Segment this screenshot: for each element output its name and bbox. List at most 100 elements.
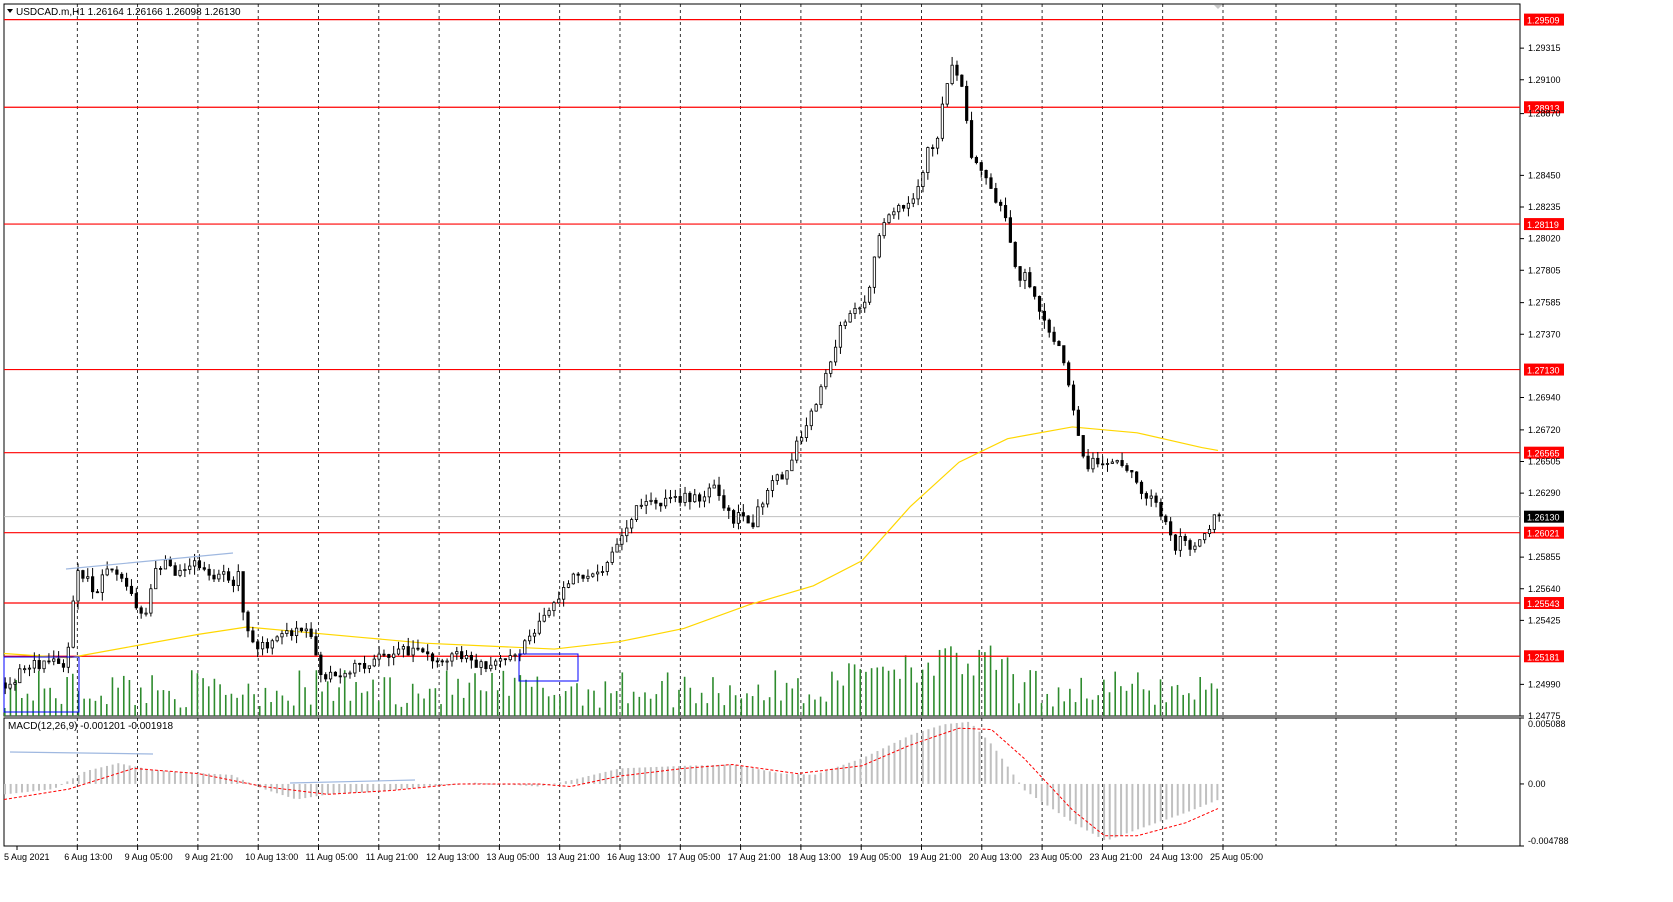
candle-body — [290, 630, 294, 637]
macd-histogram-bar — [173, 771, 176, 784]
candle-body — [960, 74, 964, 87]
volume-bar — [757, 684, 760, 716]
candle-body — [537, 620, 541, 634]
candle-body — [625, 527, 629, 537]
volume-bar — [338, 687, 340, 716]
candle-body — [1183, 536, 1187, 541]
volume-bar — [706, 703, 709, 716]
macd-histogram-bar — [54, 783, 57, 788]
volume-bar — [564, 691, 567, 716]
price-panel-frame — [3, 3, 1521, 717]
macd-trend-line-2[interactable] — [289, 779, 416, 784]
volume-bar — [678, 689, 680, 716]
candle-body — [1101, 463, 1105, 466]
macd-histogram-bar — [938, 725, 941, 784]
candle-body — [1047, 319, 1051, 333]
candle-body — [639, 504, 643, 507]
macd-y-tick-label: 0.00 — [1528, 779, 1546, 789]
macd-histogram-bar — [655, 766, 658, 784]
volume-bar — [20, 697, 23, 716]
candle-body — [178, 569, 182, 576]
macd-trend-line[interactable] — [9, 751, 154, 755]
volume-bar — [1001, 659, 1003, 716]
volume-bar — [383, 677, 386, 716]
volume-bar — [360, 692, 363, 716]
macd-histogram-bar — [729, 764, 732, 784]
scroll-marker-icon[interactable] — [1214, 5, 1222, 9]
volume-bar — [508, 695, 510, 716]
volume-bar — [54, 698, 57, 716]
candle-body — [795, 440, 799, 461]
horizontal-levels[interactable]: 1.29509 1.28913 1.28119 1.27130 1.26565 1.260… — [4, 13, 1564, 663]
macd-histogram-bar — [1063, 783, 1066, 817]
candle-body — [348, 672, 352, 675]
candle-body — [115, 569, 119, 575]
macd-histogram-bar — [672, 766, 675, 784]
macd-histogram-bar — [151, 769, 154, 784]
left-selection-rectangle[interactable] — [3, 656, 80, 713]
y-tick-label: 1.26290 — [1528, 488, 1561, 498]
macd-y-tick-label: -0.004788 — [1528, 836, 1569, 846]
volume-bar — [734, 695, 737, 716]
x-tick-label: 11 Aug 05:00 — [306, 852, 358, 862]
selection-rectangle[interactable] — [518, 653, 579, 682]
candle-body — [984, 169, 988, 179]
candle-body — [426, 651, 430, 655]
macd-histogram-bar — [332, 783, 335, 795]
level-label: 1.25543 — [1527, 599, 1560, 609]
candle-body — [785, 470, 789, 480]
x-tick-label: 24 Aug 13:00 — [1150, 852, 1203, 862]
macd-histogram-bar — [1091, 783, 1094, 834]
candle-body — [304, 628, 308, 632]
trend-line-top[interactable] — [65, 552, 234, 570]
candle-body — [1042, 310, 1046, 321]
candle-body — [897, 205, 901, 213]
volume-bar — [859, 669, 862, 716]
volume-bar — [423, 698, 425, 716]
volume-bar — [870, 668, 873, 716]
candle-body — [163, 559, 168, 570]
macd-histogram-bar — [9, 783, 12, 794]
macd-histogram-bar — [989, 743, 992, 784]
candle-body — [324, 674, 328, 680]
volume-bar — [808, 694, 811, 716]
volume-bar — [1057, 687, 1060, 716]
volume-bar — [610, 693, 612, 716]
candle-body — [858, 307, 862, 310]
macd-histogram-bar — [1125, 783, 1128, 834]
candle-body — [790, 459, 794, 472]
macd-histogram-bar — [1171, 783, 1174, 818]
candle-body — [265, 642, 270, 649]
volume-bar — [1063, 701, 1066, 716]
candle-body — [1062, 345, 1066, 364]
candle-body — [523, 640, 527, 655]
level-label-bg — [1524, 13, 1564, 26]
macd-histogram-bar — [791, 773, 794, 784]
candle-body — [192, 560, 197, 567]
volume-bar — [853, 664, 856, 716]
y-tick-label: 1.25640 — [1528, 584, 1561, 594]
volume-bar — [536, 676, 539, 716]
chart-menu-triangle-icon[interactable] — [7, 9, 13, 13]
volume-bar — [598, 707, 601, 716]
macd-histogram-bar — [1001, 758, 1004, 784]
volume-bar — [111, 677, 114, 716]
candle-body — [503, 658, 507, 661]
candle-body — [683, 492, 687, 503]
y-tick-label: 1.27805 — [1528, 265, 1561, 275]
candle-body — [358, 662, 362, 665]
macd-histogram-bar — [1210, 783, 1213, 803]
volume-bar — [491, 672, 493, 716]
candle-body — [906, 202, 911, 209]
volume-bar — [270, 702, 272, 716]
volume-bar — [780, 700, 782, 716]
volume-bar — [1091, 699, 1094, 716]
macd-histogram-bar — [49, 783, 52, 790]
volume-bar — [899, 678, 901, 716]
volume-bar — [236, 697, 238, 716]
x-tick-label: 12 Aug 13:00 — [426, 852, 479, 862]
x-tick-label: 9 Aug 21:00 — [185, 852, 233, 862]
x-tick-label: 17 Aug 05:00 — [667, 852, 720, 862]
